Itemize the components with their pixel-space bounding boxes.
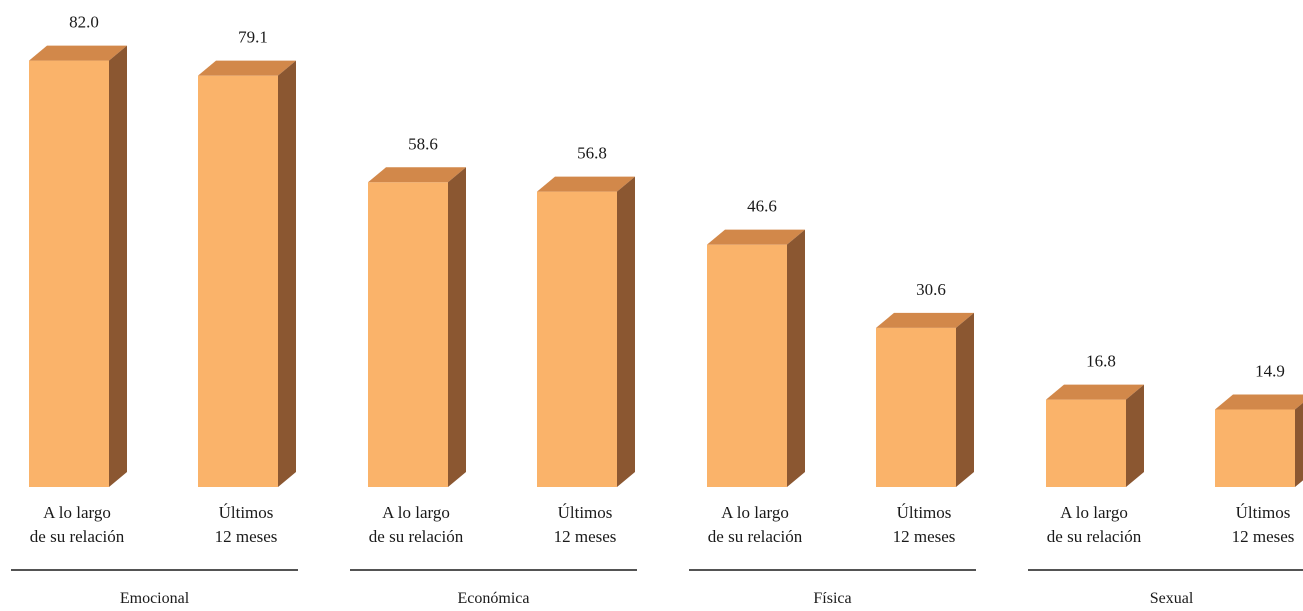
bar-category-label: 12 meses [1232, 527, 1295, 546]
bar-category-label: de su relación [30, 527, 125, 546]
bar-category-label: A lo largo [382, 503, 450, 522]
bar-category-label: Últimos [219, 503, 274, 522]
bar-category-label: 12 meses [215, 527, 278, 546]
bar-value-label: 30.6 [916, 280, 946, 299]
bar-category-label: Últimos [1236, 503, 1291, 522]
bar-value-label: 56.8 [577, 144, 607, 163]
bar-category-label: de su relación [1047, 527, 1142, 546]
bar-top [876, 312, 974, 328]
bar-top [707, 229, 805, 245]
group-label: Económica [458, 590, 530, 606]
bar-side [787, 229, 805, 487]
bar-top [368, 167, 466, 183]
bar-value-label: 14.9 [1255, 362, 1285, 381]
bar-top [1046, 384, 1144, 400]
bar-top [29, 45, 127, 61]
bar-front [707, 244, 787, 487]
bar-top [1215, 394, 1303, 410]
group-label: Física [813, 590, 851, 606]
bar-category-label: Últimos [558, 503, 613, 522]
bar-category-label: de su relación [369, 527, 464, 546]
bar-value-label: 79.1 [238, 28, 268, 47]
bar-side [109, 45, 127, 487]
bar-category-label: Últimos [897, 503, 952, 522]
bar-side [956, 312, 974, 487]
bar-front [1046, 399, 1126, 487]
bar-category-label: A lo largo [721, 503, 789, 522]
group-label: Emocional [120, 590, 190, 606]
bar-category-label: 12 meses [893, 527, 956, 546]
bar-side [278, 60, 296, 488]
bar-side [448, 167, 466, 487]
bar-category-label: A lo largo [43, 503, 111, 522]
bar-front [1215, 409, 1295, 487]
group-label: Sexual [1150, 590, 1194, 606]
bar-side [1126, 384, 1144, 487]
bar-value-label: 82.0 [69, 13, 99, 32]
bar-front [537, 191, 617, 487]
bar-category-label: de su relación [708, 527, 803, 546]
bar-value-label: 46.6 [747, 197, 777, 216]
bar-front [29, 60, 109, 487]
bar-side [1295, 402, 1303, 487]
bar-top [198, 60, 296, 76]
bar-category-label: 12 meses [554, 527, 617, 546]
bar-value-label: 58.6 [408, 134, 438, 153]
bar-front [368, 182, 448, 487]
bar-front [876, 327, 956, 487]
bar-front [198, 75, 278, 488]
bar-category-label: A lo largo [1060, 503, 1128, 522]
bar-side [617, 176, 635, 487]
bar-top [537, 176, 635, 192]
bar-value-label: 16.8 [1086, 352, 1116, 371]
